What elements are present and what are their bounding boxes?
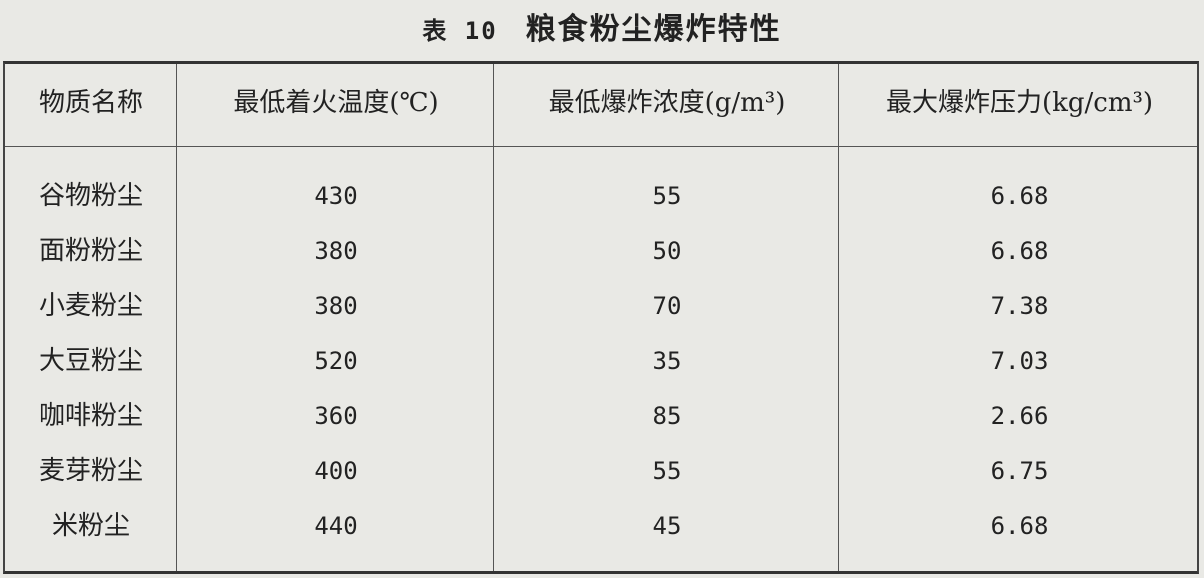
header-substance-name: 物质名称: [38, 88, 143, 118]
row-3-explosion-pressure: 7.38: [990, 292, 1049, 320]
row-6-explosion-pressure: 6.75: [990, 457, 1049, 485]
row-2-substance-name: 面粉粉尘: [38, 236, 143, 266]
row-6-explosive-concentration: 55: [652, 457, 682, 485]
table-title-text: 粮食粉尘爆炸特性: [525, 12, 782, 47]
row-2-explosion-pressure: 6.68: [990, 237, 1049, 265]
row-7-explosion-pressure: 6.68: [990, 512, 1049, 540]
grain-dust-explosion-table: 物质名称 最低着火温度(℃) 最低爆炸浓度(g/m³) 最大爆炸压力(kg/cm…: [3, 61, 1199, 574]
row-5-explosion-pressure: 2.66: [990, 402, 1049, 430]
row-7-substance-name: 米粉尘: [51, 511, 130, 541]
column-divider: [838, 64, 839, 571]
row-3-explosive-concentration: 70: [652, 292, 682, 320]
column-divider: [176, 64, 177, 571]
header-min-explosive-concentration: 最低爆炸浓度(g/m³): [548, 88, 786, 118]
row-1-explosive-concentration: 55: [652, 182, 682, 210]
column-divider: [493, 64, 494, 571]
header-max-explosion-pressure: 最大爆炸压力(kg/cm³): [885, 88, 1154, 118]
row-3-ignition-temp: 380: [314, 292, 358, 320]
row-6-ignition-temp: 400: [314, 457, 358, 485]
row-7-explosive-concentration: 45: [652, 512, 682, 540]
row-1-explosion-pressure: 6.68: [990, 182, 1049, 210]
row-5-ignition-temp: 360: [314, 402, 358, 430]
row-4-ignition-temp: 520: [314, 347, 358, 375]
row-5-substance-name: 咖啡粉尘: [38, 401, 143, 431]
row-2-explosive-concentration: 50: [652, 237, 682, 265]
row-7-ignition-temp: 440: [314, 512, 358, 540]
header-min-ignition-temp: 最低着火温度(℃): [233, 88, 439, 118]
row-1-substance-name: 谷物粉尘: [38, 181, 143, 211]
row-6-substance-name: 麦芽粉尘: [38, 456, 143, 486]
table-title: 表 10 粮食粉尘爆炸特性: [0, 4, 1204, 48]
row-1-ignition-temp: 430: [314, 182, 358, 210]
row-2-ignition-temp: 380: [314, 237, 358, 265]
header-divider: [5, 146, 1197, 147]
table-number: 表 10: [422, 17, 498, 45]
row-4-explosion-pressure: 7.03: [990, 347, 1049, 375]
row-4-substance-name: 大豆粉尘: [38, 346, 143, 376]
row-4-explosive-concentration: 35: [652, 347, 682, 375]
row-5-explosive-concentration: 85: [652, 402, 682, 430]
row-3-substance-name: 小麦粉尘: [38, 291, 143, 321]
